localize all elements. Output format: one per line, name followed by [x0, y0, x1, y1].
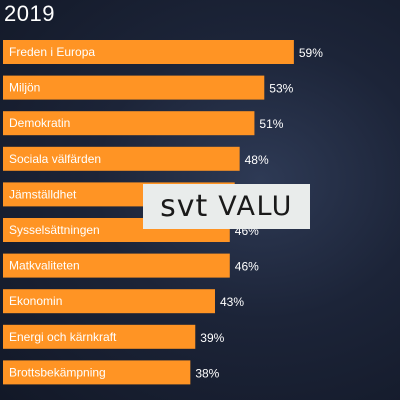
- value-label-sociala-valfarden: 48%: [245, 153, 269, 167]
- bar-label-freden-i-europa: Freden i Europa: [9, 45, 95, 59]
- value-label-energi-och-karnkraft: 39%: [200, 331, 224, 345]
- bar-energi-och-karnkraft: [3, 324, 196, 349]
- bar-freden-i-europa: [3, 40, 294, 64]
- svt-valu-logo: svt VALU: [143, 184, 310, 229]
- value-label-ekonomin: 43%: [220, 295, 244, 309]
- bar-demokratin: [3, 111, 255, 136]
- bar-label-miljon: Miljön: [9, 81, 40, 95]
- bar-matkvaliteten: [3, 253, 230, 278]
- value-label-miljon: 53%: [269, 82, 293, 96]
- value-label-brottsbekampning: 38%: [195, 366, 219, 380]
- bar-label-jamstalldhet: Jämställdhet: [9, 187, 77, 201]
- bar-label-brottsbekampning: Brottsbekämpning: [9, 365, 106, 379]
- bar-label-demokratin: Demokratin: [9, 116, 70, 130]
- bar-miljon: [3, 75, 265, 100]
- value-label-demokratin: 51%: [259, 117, 283, 131]
- bar-label-ekonomin: Ekonomin: [9, 294, 62, 308]
- chart-title: 2019: [4, 1, 55, 26]
- bar-sociala-valfarden: [3, 146, 240, 171]
- logo-valu-text: VALU: [218, 191, 293, 222]
- bar-label-sysselsattningen: Sysselsättningen: [9, 223, 100, 237]
- bar-brottsbekampning: [3, 360, 191, 385]
- bar-label-matkvaliteten: Matkvaliteten: [9, 259, 80, 273]
- bar-label-sociala-valfarden: Sociala välfärden: [9, 152, 101, 166]
- value-label-freden-i-europa: 59%: [299, 46, 323, 60]
- bar-label-energi-och-karnkraft: Energi och kärnkraft: [9, 330, 117, 344]
- logo-svt-text: svt: [160, 188, 209, 224]
- value-label-matkvaliteten: 46%: [235, 260, 259, 274]
- bar-ekonomin: [3, 289, 215, 314]
